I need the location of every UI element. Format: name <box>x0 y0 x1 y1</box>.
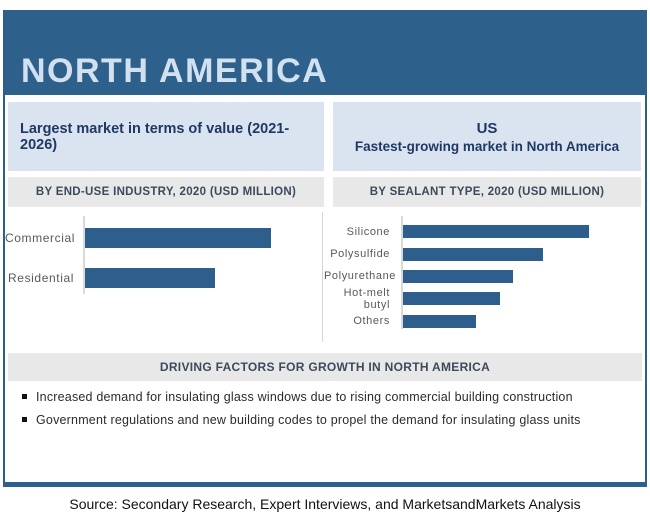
chart-bar-area <box>85 268 322 288</box>
section-title-sealant-type: BY SEALANT TYPE, 2020 (USD MILLION) <box>333 177 641 207</box>
chart-category-label: Polyurethane <box>324 270 397 283</box>
driving-factors-title: DRIVING FACTORS FOR GROWTH IN NORTH AMER… <box>8 353 642 381</box>
chart-row: Silicone <box>324 221 645 243</box>
chart-category-label: Hot-melt butyl <box>343 286 390 311</box>
chart-bar-area <box>403 314 645 328</box>
chart-bar-area <box>403 269 645 283</box>
chart-rows: Silicone Polysulfide Polyurethane Hot-melt … <box>324 210 645 332</box>
chart-category-label: Residential <box>8 271 74 285</box>
chart-bar <box>403 314 476 328</box>
source-attribution: Source: Secondary Research, Expert Inter… <box>69 496 581 512</box>
chart-row: Commercial <box>5 218 322 258</box>
chart-bar <box>403 292 500 306</box>
chart-axis-line <box>401 216 403 329</box>
largest-market-text: Largest market in terms of value (2021-2… <box>20 120 290 153</box>
chart-axis-line <box>83 216 85 294</box>
chart-bar <box>403 225 589 239</box>
chart-row: Polysulfide <box>324 243 645 265</box>
chart-category-label: Commercial <box>5 231 76 245</box>
end-use-chart: Commercial Residential <box>5 210 322 344</box>
chart-category-label: Others <box>353 315 390 328</box>
region-title: NORTH AMERICA <box>21 52 329 90</box>
chart-bar-area <box>403 225 645 239</box>
chart-row: Others <box>324 310 645 332</box>
driving-factors-list: Increased demand for insulating glass wi… <box>5 390 645 436</box>
fastest-country: US <box>476 119 498 137</box>
chart-bar-area <box>403 292 645 306</box>
largest-market-box: Largest market in terms of value (2021-2… <box>8 102 324 171</box>
chart-bar-area <box>85 228 322 248</box>
region-header: NORTH AMERICA <box>5 12 645 95</box>
infographic-container: NORTH AMERICA Largest market in terms of… <box>3 10 647 487</box>
chart-bar-area <box>403 247 645 261</box>
chart-row: Hot-melt butyl <box>324 286 645 311</box>
fastest-label: Fastest-growing market in North America <box>354 138 620 154</box>
chart-bar <box>85 268 216 288</box>
fastest-growing-box: US Fastest-growing market in North Ameri… <box>333 102 641 171</box>
chart-panel-divider <box>322 212 323 342</box>
chart-rows: Commercial Residential <box>5 210 322 298</box>
chart-bar <box>403 269 513 283</box>
chart-row: Residential <box>5 258 322 298</box>
driving-factor-item: Increased demand for insulating glass wi… <box>5 390 645 404</box>
driving-factor-item: Government regulations and new building … <box>5 413 645 427</box>
chart-category-label: Polysulfide <box>330 248 390 261</box>
sealant-type-chart: Silicone Polysulfide Polyurethane Hot-melt … <box>324 210 645 344</box>
chart-bar <box>403 247 543 261</box>
section-title-end-use: BY END-USE INDUSTRY, 2020 (USD MILLION) <box>8 177 324 207</box>
chart-row: Polyurethane <box>324 265 645 287</box>
chart-category-label: Silicone <box>346 225 390 238</box>
chart-bar <box>85 228 271 248</box>
